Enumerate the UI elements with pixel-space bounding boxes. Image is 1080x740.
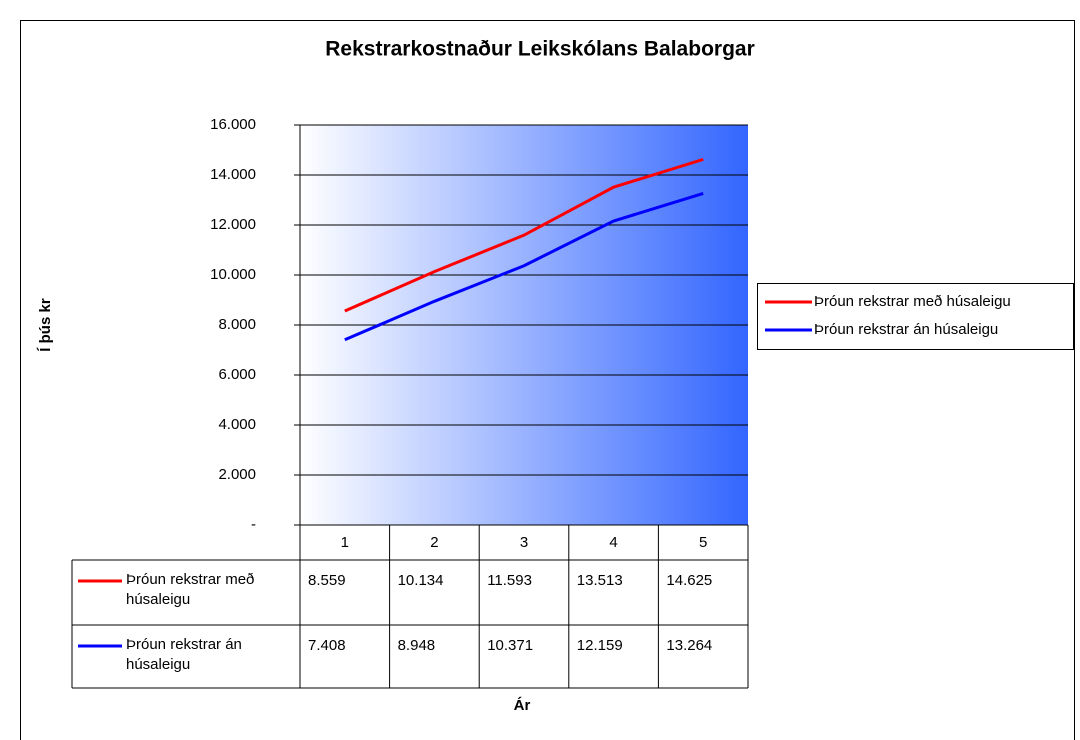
y-tick-label: 4.000 bbox=[218, 416, 256, 433]
legend-label: Þróun rekstrar án húsaleigu bbox=[814, 321, 998, 338]
series-name: Þróun rekstrar með húsaleigu bbox=[126, 571, 255, 608]
series-line bbox=[344, 157, 704, 313]
x-tick-label: 1 bbox=[341, 534, 349, 551]
x-tick-label: 2 bbox=[430, 534, 438, 551]
table-value: 8.948 bbox=[398, 637, 436, 654]
y-tick-label: 12.000 bbox=[210, 216, 256, 233]
y-tick-label: 6.000 bbox=[218, 366, 256, 383]
y-axis-title: Í þús kr bbox=[37, 298, 54, 352]
table-row-header: Þróun rekstrar án húsaleigu bbox=[126, 636, 242, 673]
y-tick-label: 16.000 bbox=[210, 116, 256, 133]
table-value: 7.408 bbox=[308, 637, 346, 654]
x-axis-title: Ár bbox=[514, 697, 531, 714]
x-tick-label: 5 bbox=[699, 534, 707, 551]
legend-label: Þróun rekstrar með húsaleigu bbox=[814, 293, 1011, 310]
table-value: 11.593 bbox=[487, 572, 532, 589]
table-value: 10.134 bbox=[398, 572, 444, 589]
y-tick-label: 8.000 bbox=[218, 316, 256, 333]
table-value: 14.625 bbox=[666, 572, 712, 589]
series-name: Þróun rekstrar án húsaleigu bbox=[126, 636, 242, 673]
table-value: 10.371 bbox=[487, 637, 533, 654]
table-row-header: Þróun rekstrar með húsaleigu bbox=[126, 571, 255, 608]
y-tick-label: 14.000 bbox=[210, 166, 256, 183]
x-tick-label: 4 bbox=[609, 534, 617, 551]
table-value: 13.264 bbox=[666, 637, 712, 654]
series-line bbox=[344, 191, 704, 342]
chart-title: Rekstrarkostnaður Leikskólans Balaborgar bbox=[325, 38, 755, 61]
x-tick-label: 3 bbox=[520, 534, 528, 551]
y-tick-label: - bbox=[251, 516, 256, 533]
y-tick-label: 10.000 bbox=[210, 266, 256, 283]
y-tick-label: 2.000 bbox=[218, 466, 256, 483]
legend-box bbox=[757, 283, 1074, 350]
table-value: 8.559 bbox=[308, 572, 346, 589]
table-value: 13.513 bbox=[577, 572, 623, 589]
table-value: 12.159 bbox=[577, 637, 623, 654]
